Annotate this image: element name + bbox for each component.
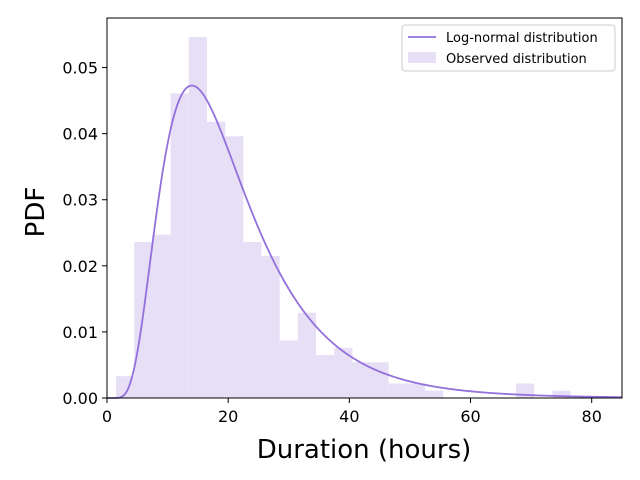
legend-hist-label: Observed distribution [446, 52, 587, 67]
lognormal-fit-line [107, 84, 623, 399]
x-tick-label: 80 [582, 407, 602, 426]
histogram-bar [406, 383, 426, 398]
x-tick-label: 40 [339, 407, 359, 426]
plot-frame [106, 17, 623, 399]
y-axis-title: PDF [21, 187, 51, 238]
histogram-bar [152, 234, 171, 398]
histogram-bar [552, 390, 571, 398]
x-axis-title: Duration (hours) [257, 435, 472, 465]
histogram-bar [170, 93, 189, 399]
histogram-bar [334, 347, 353, 398]
y-axis-ticks: 0.00 0.01 0.02 0.03 0.04 0.05 [62, 59, 107, 408]
legend-fit-label: Log-normal distribution [446, 31, 598, 46]
histogram-bar [388, 383, 407, 398]
y-tick-label: 0.03 [62, 191, 98, 210]
legend-box [401, 24, 616, 72]
y-tick-label: 0.01 [62, 323, 98, 342]
x-tick-label: 20 [218, 407, 238, 426]
legend-patch-swatch [408, 52, 436, 63]
y-tick-label: 0.02 [62, 257, 98, 276]
y-tick-label: 0.00 [62, 389, 98, 408]
histogram-bar [243, 242, 262, 398]
histogram-bar [316, 355, 335, 398]
y-tick-label: 0.04 [62, 125, 98, 144]
x-tick-label: 0 [102, 407, 112, 426]
histogram-bar [225, 136, 244, 398]
histogram-bar [425, 390, 444, 398]
histogram-bar [116, 376, 135, 398]
histogram-bar [352, 362, 371, 398]
histogram-bar [188, 37, 207, 398]
histogram-bar [297, 312, 317, 398]
histogram-bar [261, 255, 280, 398]
legend: Log-normal distribution Observed distrib… [401, 24, 616, 72]
histogram-bars [116, 37, 571, 399]
histogram-bar [279, 340, 298, 398]
x-tick-label: 60 [460, 407, 480, 426]
histogram-bar [370, 362, 389, 398]
y-tick-label: 0.05 [62, 59, 98, 78]
x-axis-ticks: 0 20 40 60 80 [102, 398, 602, 426]
histogram-bar [206, 121, 226, 398]
